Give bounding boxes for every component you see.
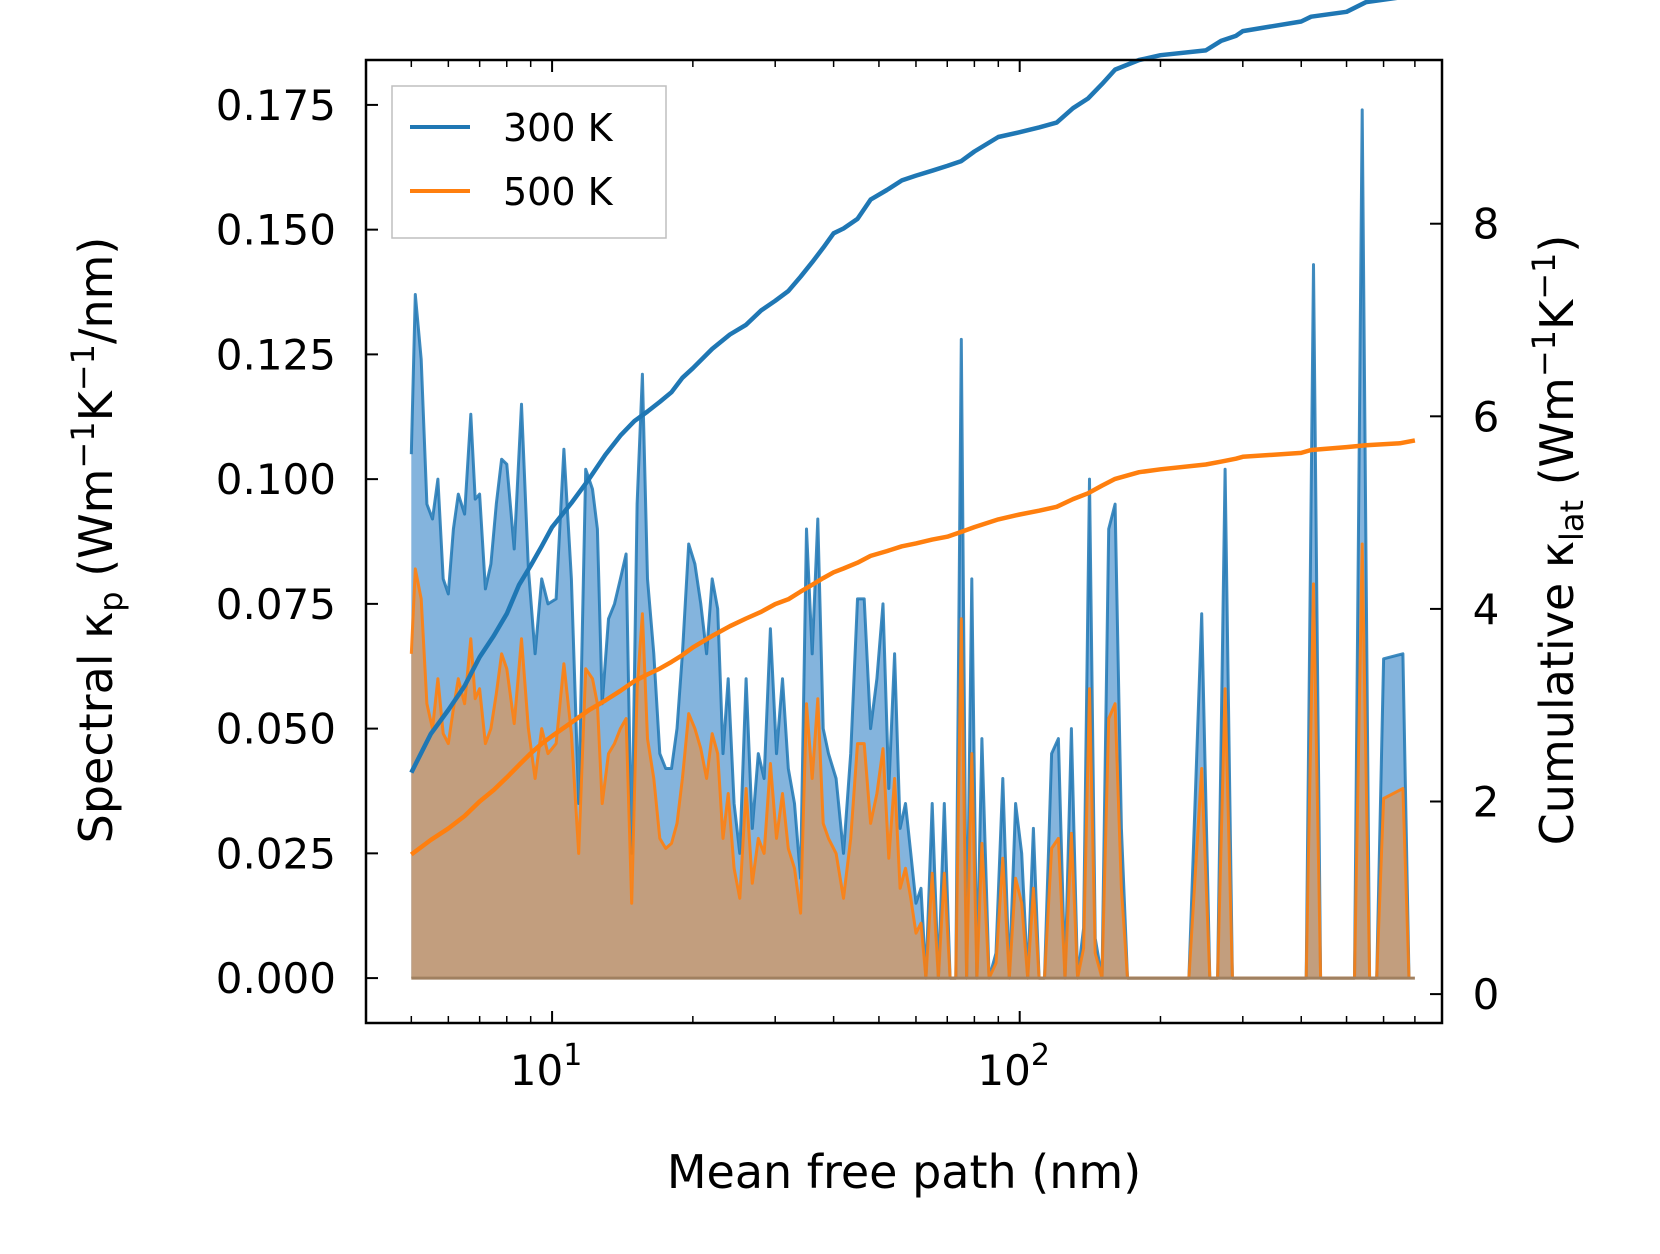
spectral-line-300k [409, 108, 1411, 980]
y-axis-left-label: Spectral κp (Wm−1K−1/nm) [64, 237, 130, 844]
y-left-tick-label: 0.050 [216, 705, 336, 754]
spectral-line-500k [409, 542, 1411, 980]
y-left-tick-label: 0.000 [216, 954, 336, 1003]
ticks: 101 102 0.000 0.025 0.050 0.075 0.100 0.125 0.15… [216, 60, 1500, 1095]
y-right-tick-label: 0 [1473, 970, 1500, 1019]
cumulative-lines [409, 0, 1416, 857]
y-right-tick-label: 2 [1473, 778, 1500, 827]
y-right-tick-label: 6 [1473, 392, 1500, 441]
y-right-tick-label: 8 [1473, 200, 1500, 249]
y-left-tick-label: 0.100 [216, 455, 336, 504]
spectral-lines [409, 108, 1415, 980]
plot-frame [364, 58, 1444, 1025]
x-axis-label: Mean free path (nm) [667, 1145, 1141, 1199]
spectral-fills [411, 109, 1409, 979]
cumulative-line-500k [409, 438, 1416, 857]
legend-label-500k: 500 K [503, 170, 614, 214]
x-tick-label: 102 [977, 1038, 1050, 1095]
y-left-tick-label: 0.075 [216, 580, 336, 629]
spectral-area-300k [411, 109, 1409, 979]
cumulative-line-300k [409, 0, 1398, 774]
legend-box [391, 85, 667, 239]
spectral-area-500k [411, 544, 1409, 979]
y-left-tick-label: 0.125 [216, 330, 336, 379]
y-right-tick-label: 4 [1473, 585, 1500, 634]
y-left-tick-label: 0.025 [216, 829, 336, 878]
x-tick-label: 101 [510, 1038, 583, 1095]
legend-label-300k: 300 K [503, 106, 614, 150]
y-left-tick-label: 0.175 [216, 81, 336, 130]
y-axis-right-label: Cumulative κlat (Wm−1K−1) [1525, 235, 1591, 846]
legend: 300 K 500 K [391, 85, 667, 239]
y-left-tick-label: 0.150 [216, 206, 336, 255]
